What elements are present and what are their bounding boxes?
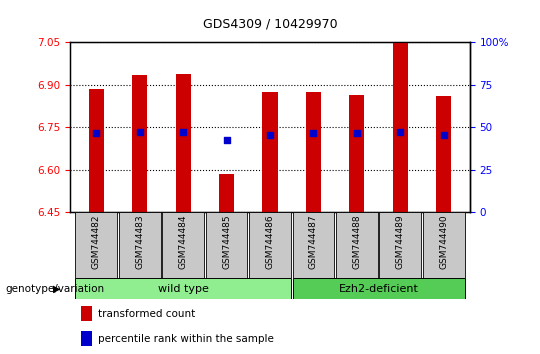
FancyBboxPatch shape [163,212,204,278]
Text: genotype/variation: genotype/variation [5,284,105,293]
FancyBboxPatch shape [249,212,291,278]
Bar [81,307,92,321]
Point [92,130,100,136]
Text: GSM744490: GSM744490 [439,215,448,269]
Bar [132,75,147,212]
Text: GSM744487: GSM744487 [309,215,318,269]
Bar [306,92,321,212]
Bar [219,174,234,212]
Text: Ezh2-deficient: Ezh2-deficient [339,284,418,293]
Text: GSM744485: GSM744485 [222,215,231,269]
Bar [349,95,364,212]
Bar [262,92,278,212]
FancyBboxPatch shape [336,212,377,278]
Point [440,132,448,137]
FancyBboxPatch shape [119,212,160,278]
Text: GDS4309 / 10429970: GDS4309 / 10429970 [202,18,338,31]
FancyBboxPatch shape [76,278,291,299]
Text: GSM744488: GSM744488 [353,215,361,269]
Bar [81,331,92,346]
Text: wild type: wild type [158,284,208,293]
Text: GSM744486: GSM744486 [266,215,274,269]
Bar [393,42,408,212]
Point [309,130,318,136]
FancyBboxPatch shape [423,212,464,278]
Text: ▶: ▶ [53,284,60,293]
FancyBboxPatch shape [206,212,247,278]
Point [396,129,404,135]
Text: GSM744482: GSM744482 [92,215,101,269]
Point [353,130,361,136]
Point [136,129,144,135]
Point [266,132,274,137]
Point [179,129,187,135]
FancyBboxPatch shape [76,212,117,278]
Bar [89,89,104,212]
Text: transformed count: transformed count [98,309,195,319]
FancyBboxPatch shape [293,212,334,278]
Text: percentile rank within the sample: percentile rank within the sample [98,333,274,343]
Text: GSM744484: GSM744484 [179,215,187,269]
Bar [436,96,451,212]
Text: GSM744483: GSM744483 [135,215,144,269]
Bar [176,74,191,212]
Text: GSM744489: GSM744489 [396,215,405,269]
Point [222,137,231,143]
FancyBboxPatch shape [380,212,421,278]
FancyBboxPatch shape [293,278,464,299]
